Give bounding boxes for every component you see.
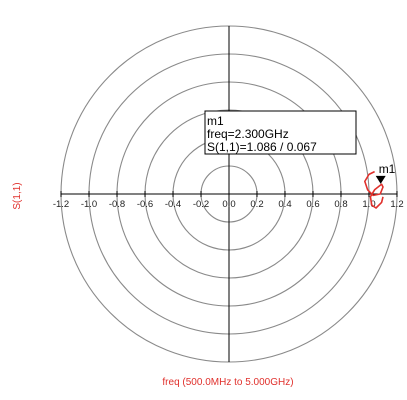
tick-label: -0.2 [193, 199, 209, 210]
tick-label: 1.0 [362, 199, 375, 210]
tick-label: -0.8 [109, 199, 125, 210]
readout-frequency: freq=2.300GHz [207, 127, 289, 141]
tick-label: -1.2 [53, 199, 69, 210]
y-axis-label: S(1,1) [12, 182, 23, 209]
marker-readout-box: m1 freq=2.300GHz S(1,1)=1.086 / 0.067 [204, 110, 357, 155]
marker-triangle[interactable] [375, 175, 386, 184]
x-axis-label: freq (500.0MHz to 5.000GHz) [162, 377, 293, 388]
readout-s11-value: S(1,1)=1.086 / 0.067 [207, 140, 317, 154]
tick-label: -0.6 [137, 199, 153, 210]
tick-label: -1.0 [81, 199, 97, 210]
tick-label: 0.8 [334, 199, 347, 210]
tick-label: 0.6 [306, 199, 319, 210]
trace-line [364, 170, 384, 209]
readout-frame [204, 110, 357, 155]
readout-marker-name: m1 [207, 114, 224, 128]
s11-trace [364, 170, 384, 209]
marker-m1[interactable]: m1 [375, 162, 396, 184]
marker-name-label: m1 [379, 162, 396, 176]
tick-label: 0.0 [222, 199, 235, 210]
tick-labels: -1.2 -1.0 -0.8 -0.6 -0.4 -0.2 0.0 0.2 0.4 0.6 0.8 1… [53, 191, 404, 210]
tick-label: 0.2 [250, 199, 263, 210]
tick-label: 0.4 [278, 199, 291, 210]
tick-label: -0.4 [165, 199, 181, 210]
tick-label: 1.2 [390, 199, 403, 210]
